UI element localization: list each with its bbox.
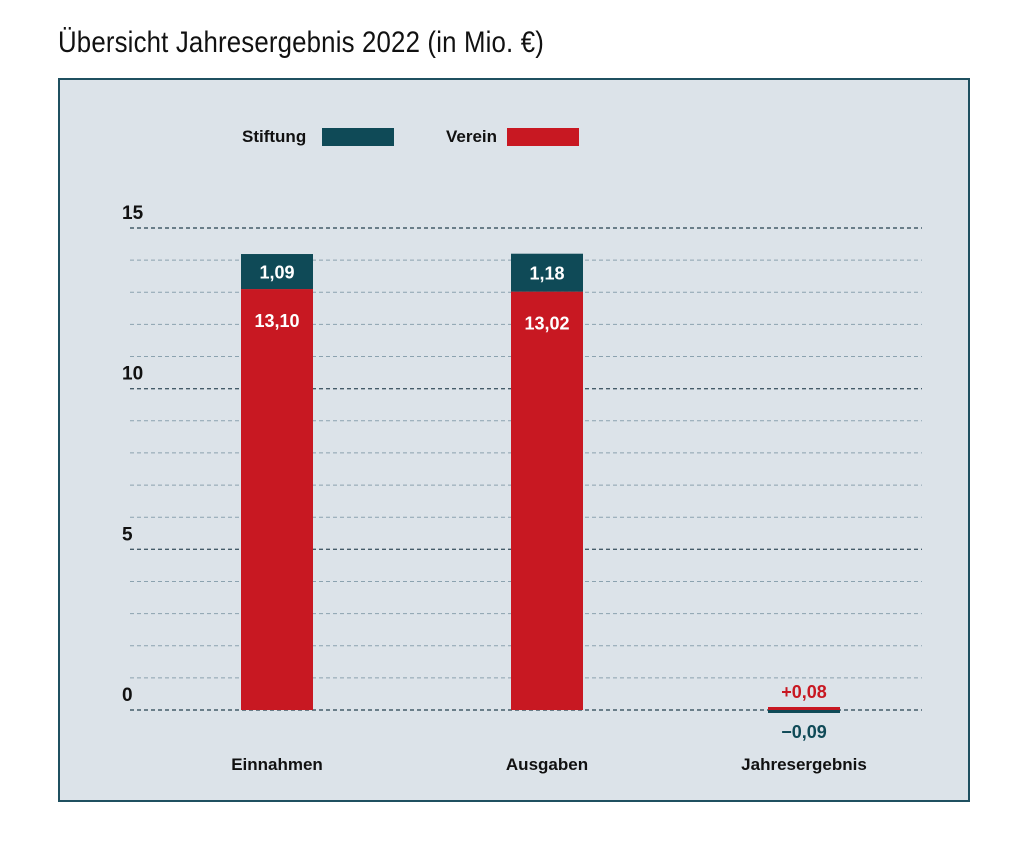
bar-verein bbox=[241, 289, 313, 710]
legend-label: Verein bbox=[446, 127, 497, 146]
bar-chart: 0 5 10 15 Stiftung Verein 1,09 13,10 Einnahmen 1,… bbox=[122, 127, 922, 774]
y-tick-label: 15 bbox=[122, 203, 144, 224]
data-label-verein: +0,08 bbox=[781, 682, 827, 702]
y-tick-label: 0 bbox=[122, 685, 133, 706]
legend-swatch bbox=[507, 128, 579, 146]
data-label-stiftung: 1,09 bbox=[259, 263, 294, 283]
bar-stiftung bbox=[511, 253, 583, 292]
x-category-label: Ausgaben bbox=[506, 755, 588, 774]
data-label-stiftung: −0,09 bbox=[781, 722, 827, 742]
bar-verein bbox=[511, 291, 583, 710]
data-label-stiftung: 1,18 bbox=[529, 264, 564, 284]
chart-panel: 0 5 10 15 Stiftung Verein 1,09 13,10 Einnahmen 1,… bbox=[58, 78, 970, 802]
y-tick-label: 5 bbox=[122, 524, 133, 545]
bar-stiftung bbox=[768, 710, 840, 713]
legend-label: Stiftung bbox=[242, 127, 306, 146]
chart-title: Übersicht Jahresergebnis 2022 (in Mio. €… bbox=[58, 26, 545, 59]
data-label-verein: 13,02 bbox=[524, 314, 569, 334]
x-category-label: Jahresergebnis bbox=[741, 755, 867, 774]
bar-verein bbox=[768, 707, 840, 710]
x-category-label: Einnahmen bbox=[231, 755, 323, 774]
legend-swatch bbox=[322, 128, 394, 146]
data-label-verein: 13,10 bbox=[254, 311, 299, 331]
y-tick-label: 10 bbox=[122, 364, 143, 385]
bar-stiftung bbox=[241, 254, 313, 290]
